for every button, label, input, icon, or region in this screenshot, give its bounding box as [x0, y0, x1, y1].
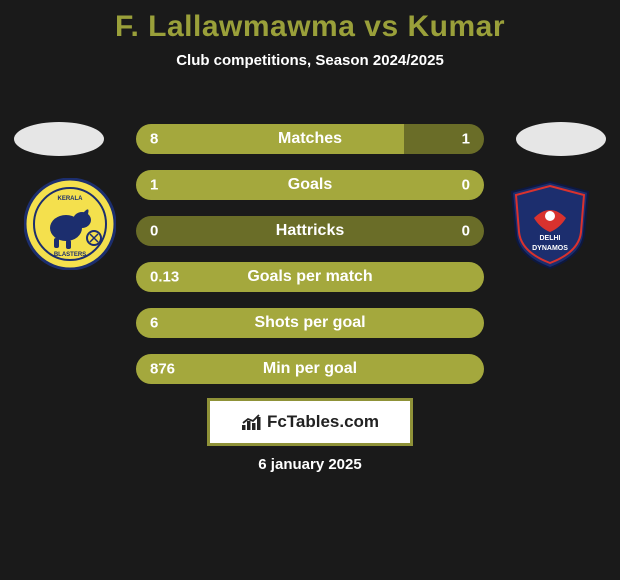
- player1-name: F. Lallawmawma: [115, 10, 355, 43]
- stat-row: 1 Goals 0: [136, 170, 484, 200]
- subtitle: Club competitions, Season 2024/2025: [0, 52, 620, 69]
- svg-text:DYNAMOS: DYNAMOS: [532, 245, 568, 252]
- svg-text:DELHI: DELHI: [540, 235, 561, 242]
- stat-value-right: 0: [462, 223, 470, 240]
- stat-row: 876 Min per goal: [136, 354, 484, 384]
- stat-value-right: 0: [462, 177, 470, 194]
- stat-label: Goals per match: [247, 268, 372, 286]
- svg-text:BLASTERS: BLASTERS: [54, 252, 86, 258]
- stat-value-left: 8: [150, 131, 158, 148]
- stat-value-left: 876: [150, 361, 175, 378]
- stat-value-right: 1: [462, 131, 470, 148]
- stat-value-left: 6: [150, 315, 158, 332]
- brand-label: FcTables.com: [267, 412, 379, 432]
- stat-bar-left: [136, 124, 404, 154]
- stat-label: Hattricks: [276, 222, 344, 240]
- stat-value-left: 0: [150, 223, 158, 240]
- club-logo-left: KERALA BLASTERS: [24, 178, 116, 270]
- brand-box: FcTables.com: [207, 398, 413, 446]
- stats-bars: 8 Matches 1 1 Goals 0 0 Hattricks 0 0.13 Goals per…: [136, 124, 484, 400]
- player1-silhouette: [14, 122, 104, 156]
- svg-text:KERALA: KERALA: [58, 196, 84, 202]
- stat-label: Min per goal: [263, 360, 357, 378]
- stat-value-left: 1: [150, 177, 158, 194]
- title-vs: vs: [364, 10, 398, 43]
- player2-silhouette: [516, 122, 606, 156]
- stat-row: 0 Hattricks 0: [136, 216, 484, 246]
- club-logo-right: DELHI DYNAMOS: [504, 178, 596, 270]
- stat-row: 0.13 Goals per match: [136, 262, 484, 292]
- stat-row: 6 Shots per goal: [136, 308, 484, 338]
- brand-icon: [241, 413, 263, 431]
- stat-label: Matches: [278, 130, 342, 148]
- stat-value-left: 0.13: [150, 269, 179, 286]
- stat-row: 8 Matches 1: [136, 124, 484, 154]
- stat-bar-right: [404, 124, 484, 154]
- stat-label: Goals: [288, 176, 332, 194]
- player2-name: Kumar: [407, 10, 505, 43]
- date-label: 6 january 2025: [258, 456, 361, 473]
- stat-label: Shots per goal: [254, 314, 365, 332]
